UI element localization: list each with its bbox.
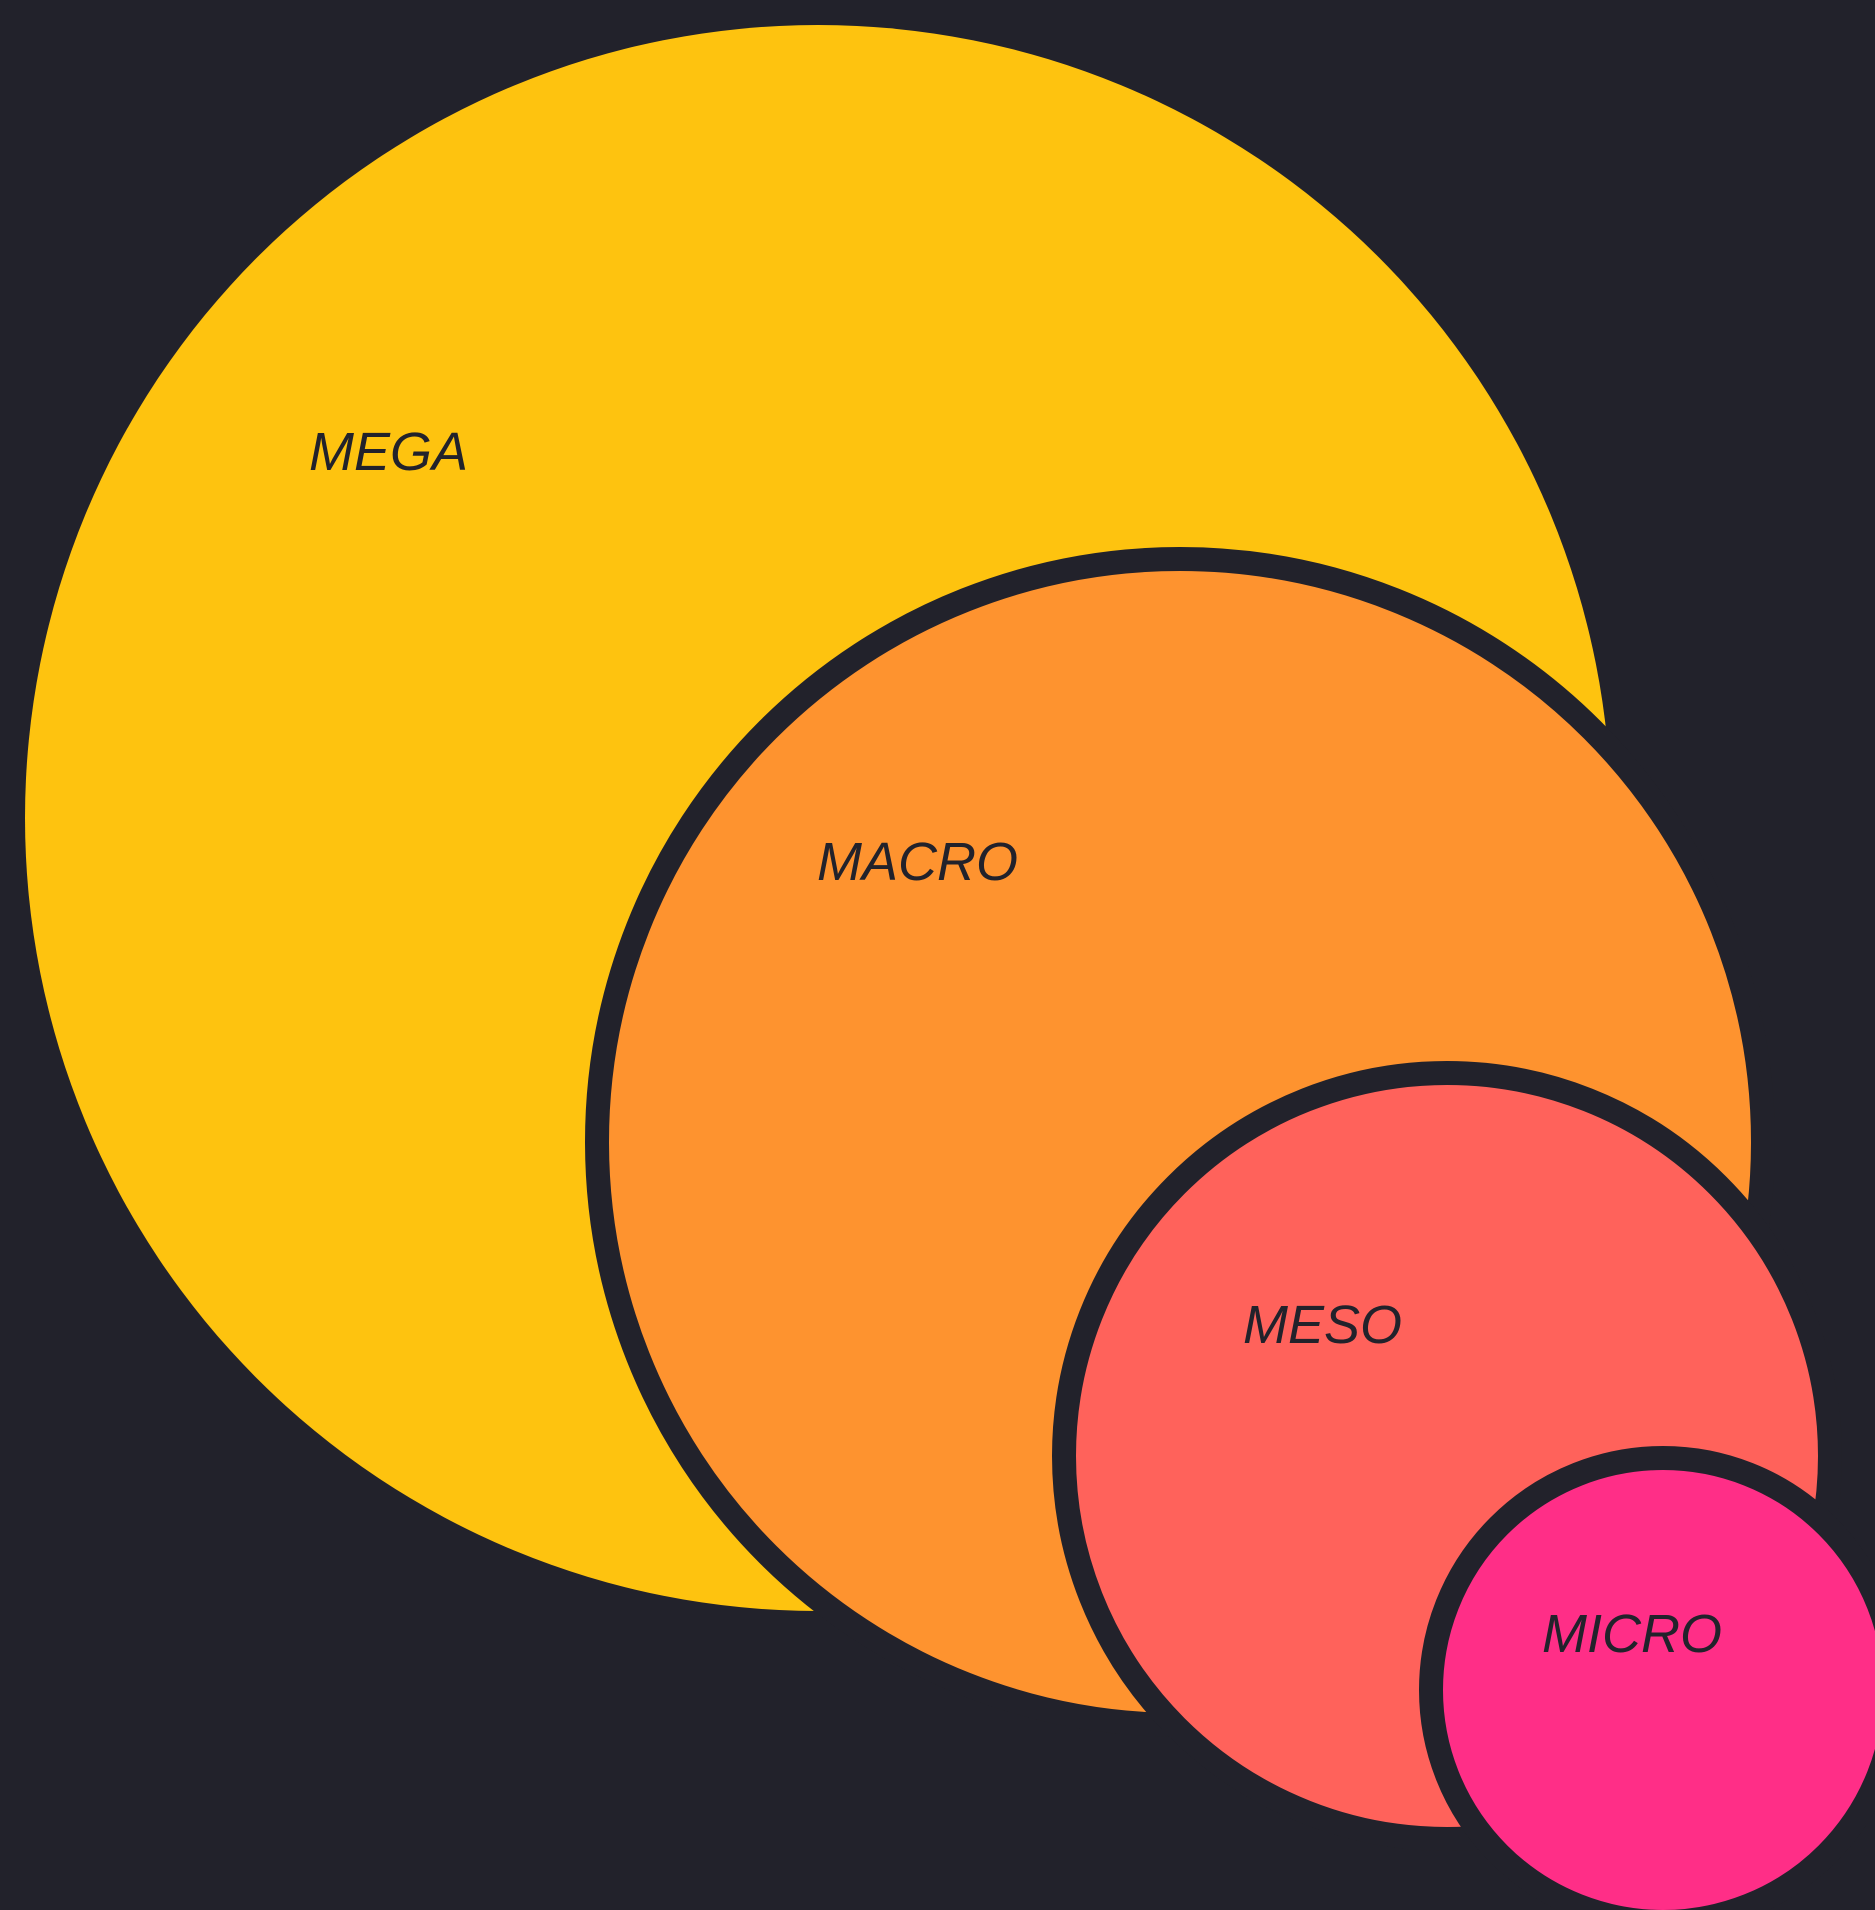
mega-label: MEGA xyxy=(309,422,468,482)
micro-label: MICRO xyxy=(1542,1604,1722,1664)
meso-label: MESO xyxy=(1243,1295,1402,1355)
micro-circle xyxy=(1419,1446,1875,1910)
macro-label: MACRO xyxy=(817,832,1018,892)
